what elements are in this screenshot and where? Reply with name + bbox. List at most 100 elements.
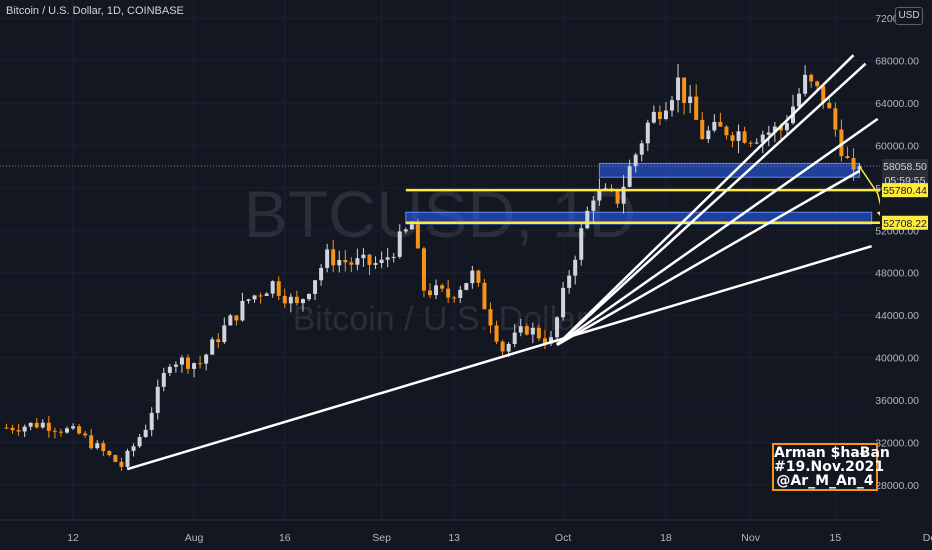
signature-handle: @Ar_M_An_4 (776, 473, 874, 489)
price-axis[interactable]: 72000.0068000.0064000.0060000.0056000.00… (875, 0, 932, 550)
candle-body (246, 299, 251, 301)
candle (579, 222, 584, 266)
time-axis[interactable]: 12 Aug 16 Sep 13 Oct 18 Nov 15 Dec (0, 519, 932, 550)
candle (718, 112, 723, 127)
candle (137, 433, 142, 449)
candle (22, 424, 27, 438)
candle-body (101, 443, 106, 452)
time-tick-label: Dec (923, 532, 932, 544)
candle-body (179, 357, 184, 365)
candle (228, 313, 233, 326)
candle-body (682, 77, 687, 103)
candle (246, 298, 251, 304)
candle-body (573, 259, 578, 276)
currency-button[interactable]: USD (895, 7, 923, 25)
current-price-label-bg (882, 158, 928, 173)
price-tick-label: 44000.00 (875, 310, 919, 322)
price-axis-bg (880, 0, 932, 550)
candle (89, 429, 94, 450)
candle (797, 87, 802, 110)
candle-body (252, 295, 257, 300)
candle-body (766, 132, 771, 135)
candle-body (210, 339, 215, 355)
drawn-lines[interactable] (0, 54, 885, 471)
trendline (556, 169, 861, 346)
price-tick-label: 36000.00 (875, 395, 919, 407)
candle (186, 354, 190, 374)
candle-body (319, 267, 324, 281)
candle-body (476, 270, 481, 283)
candle (83, 431, 88, 438)
level-upper-label-bg (882, 183, 928, 198)
candle (421, 246, 426, 298)
candle-body (361, 254, 366, 259)
candle-body (579, 228, 584, 260)
candle-body (821, 86, 826, 103)
candle (282, 288, 287, 308)
support-zones[interactable] (405, 162, 873, 225)
candle (766, 125, 771, 147)
candle-body (772, 126, 777, 133)
candle-body (40, 422, 45, 428)
candle (300, 298, 305, 312)
candle-body (22, 426, 27, 432)
candle (512, 324, 517, 348)
candle-body (77, 426, 82, 434)
candle (663, 102, 668, 121)
candle-body (440, 285, 445, 289)
candle-body (482, 282, 487, 310)
candle (198, 355, 203, 369)
candle (712, 114, 717, 133)
candle (754, 138, 759, 145)
candle (500, 339, 505, 358)
candle-body (119, 461, 124, 467)
candle (821, 86, 826, 109)
candle (234, 315, 239, 326)
candle-body (670, 100, 674, 111)
price-tick-label: 48000.00 (875, 268, 919, 280)
candle (561, 281, 566, 321)
candle-body (131, 446, 136, 451)
candle-body (222, 325, 227, 343)
candle (440, 283, 445, 292)
trendline (127, 245, 873, 471)
candle (397, 224, 402, 259)
candle-body (724, 126, 729, 136)
candle-body (555, 317, 560, 338)
candle-body (676, 77, 681, 101)
candle (682, 77, 687, 115)
candle-body (397, 231, 402, 257)
candle (294, 290, 299, 306)
candle (58, 428, 63, 437)
candle-body (700, 119, 705, 140)
candle-body (627, 166, 632, 187)
candle-body (524, 326, 529, 335)
candle (428, 283, 432, 299)
candle-body (797, 93, 802, 107)
candle (270, 280, 275, 298)
candlesticks (4, 64, 862, 471)
candle (349, 257, 354, 273)
candle (313, 279, 318, 301)
candle (403, 227, 408, 234)
candle (530, 322, 535, 344)
candle (694, 84, 699, 121)
candle-body (186, 357, 190, 369)
candle-body (16, 430, 21, 432)
candle (633, 152, 638, 173)
candle-body (89, 435, 94, 449)
candle-body (585, 210, 590, 229)
candle-body (530, 327, 535, 335)
candle-body (730, 135, 735, 141)
candle-body (155, 386, 160, 413)
candle-body (615, 189, 620, 204)
candle (379, 251, 384, 269)
candle-body (591, 200, 596, 211)
candle (107, 450, 112, 457)
candle (446, 279, 451, 304)
candle (700, 111, 705, 140)
chart-title: Bitcoin / U.S. Dollar, 1D, COINBASE (6, 5, 184, 17)
candle (833, 102, 838, 137)
candle (34, 418, 39, 429)
